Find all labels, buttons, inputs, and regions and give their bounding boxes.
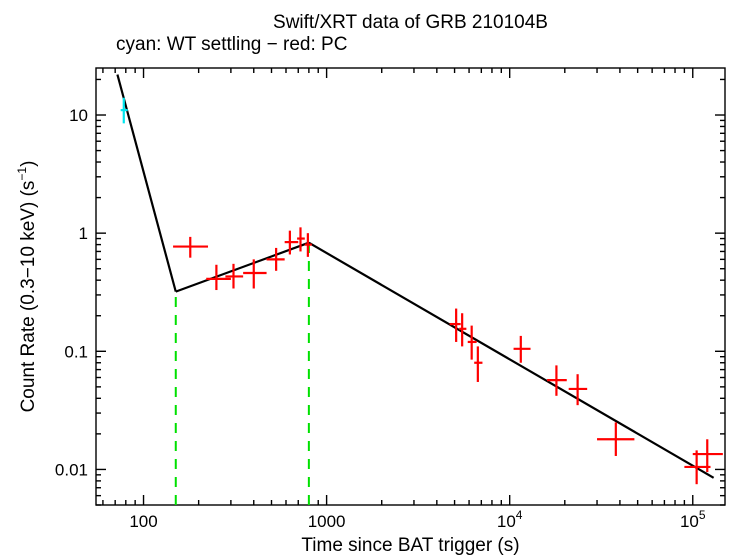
- y-tick-label: 10: [69, 106, 88, 125]
- chart-container: 100 1000 104 105 0.01 0.1 1 10 Swift/XRT data of…: [0, 0, 748, 558]
- plot-area: [117, 75, 722, 505]
- x-axis-label: Time since BAT trigger (s): [301, 535, 519, 556]
- y-axis-label: Count Rate (0.3−10 keV) (s−1): [15, 161, 39, 413]
- chart-subtitle: cyan: WT settling − red: PC: [116, 34, 347, 55]
- chart-svg: 100 1000 104 105 0.01 0.1 1 10 Swift/XRT data of…: [0, 0, 748, 558]
- model-line: [309, 243, 714, 478]
- x-tick-label: 104: [497, 508, 523, 531]
- x-tick-label: 1000: [308, 512, 346, 531]
- x-tick-label: 105: [680, 508, 706, 531]
- y-tick-label: 0.01: [55, 460, 88, 479]
- model-line: [117, 75, 175, 292]
- x-tick-label: 100: [129, 512, 157, 531]
- y-tick-label: 1: [79, 224, 88, 243]
- chart-title: Swift/XRT data of GRB 210104B: [273, 12, 548, 33]
- y-tick-label: 0.1: [64, 342, 88, 361]
